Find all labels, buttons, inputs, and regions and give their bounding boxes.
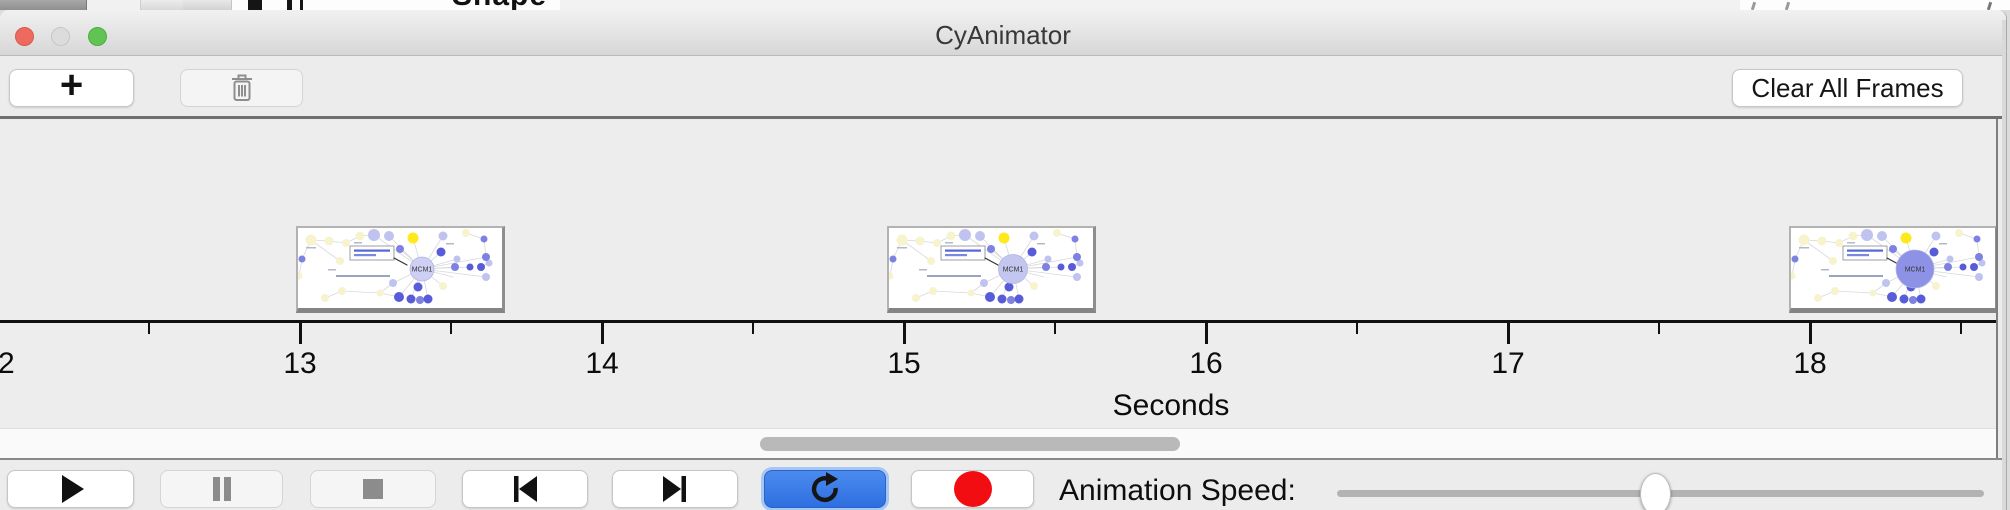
tooltip-box (940, 245, 999, 266)
tick-label: 17 (1491, 347, 1525, 380)
mcm1-node (409, 256, 435, 282)
background-mark (1750, 1, 1757, 10)
network-thumbnail-image: MCM1 (298, 229, 493, 304)
trash-icon (231, 74, 252, 101)
frame-thumbnail[interactable]: MCM1 (887, 226, 1096, 313)
tiny-text-smudges (1799, 242, 1947, 277)
thumb-network-group: MCM1 (1791, 229, 1986, 304)
tick-label: 16 (1189, 347, 1223, 380)
timeline-pane[interactable]: Seconds 12 13 14 15 16 17 18 (0, 119, 1998, 458)
network-nodes (1791, 229, 1986, 304)
network-thumbnail-image: MCM1 (1791, 229, 1986, 304)
animation-speed-slider-knob[interactable] (1639, 473, 1671, 510)
frame-toolbar: + Clear All Frames (0, 56, 2006, 116)
network-thumbnail-image: MCM1 (889, 229, 1084, 304)
plus-icon: + (59, 62, 84, 107)
background-icon-fragment (287, 0, 292, 10)
record-icon (953, 471, 992, 507)
background-tab-text: Shape (452, 0, 547, 10)
background-button-fragment (140, 0, 183, 10)
skip-to-start-button[interactable] (462, 470, 588, 508)
horizontal-scrollbar[interactable] (0, 428, 1996, 458)
mcm1-label: MCM1 (412, 267, 433, 274)
minor-tick (450, 323, 452, 334)
frame-thumbnail[interactable]: MCM1 (1789, 226, 1996, 313)
tooltip-box (1842, 245, 1901, 266)
timeline-pane-border (0, 116, 2006, 119)
major-tick (903, 323, 906, 344)
clear-all-frames-button[interactable]: Clear All Frames (1732, 69, 1963, 107)
play-icon (61, 475, 84, 503)
major-tick (1809, 323, 1812, 344)
minor-tick (1054, 323, 1056, 334)
controlbar-divider (0, 458, 2006, 460)
background-panel-fragment (0, 0, 87, 10)
background-area-fragment (560, 0, 1740, 10)
mcm1-label: MCM1 (1003, 267, 1024, 274)
titlebar[interactable]: CyAnimator (0, 10, 2006, 56)
thumb-network-group: MCM1 (298, 229, 493, 304)
tick-label: 12 (0, 347, 15, 381)
background-app-strip: Shape (0, 0, 2010, 10)
cyanimator-window: CyAnimator + Clear All Frames (0, 10, 2007, 510)
record-button[interactable] (911, 470, 1034, 508)
skip-to-end-icon (663, 476, 686, 502)
major-tick (1205, 323, 1208, 344)
skip-to-start-icon (514, 476, 537, 502)
major-tick (299, 323, 302, 344)
major-tick (601, 323, 604, 344)
tick-label: 14 (585, 347, 619, 380)
zoom-button[interactable] (88, 27, 107, 46)
stop-icon (363, 479, 383, 499)
playback-controlbar: Animation Speed: (0, 460, 2006, 510)
thumb-network-group: MCM1 (889, 229, 1084, 304)
minor-tick (1960, 323, 1962, 334)
tick-label: 13 (283, 347, 317, 380)
background-mark (1784, 1, 1791, 10)
network-nodes (889, 229, 1084, 304)
mcm1-label: MCM1 (1905, 267, 1926, 274)
loop-icon (811, 472, 838, 503)
network-nodes (298, 229, 493, 304)
minor-tick (148, 323, 150, 334)
minor-tick (1658, 323, 1660, 334)
minor-tick (752, 323, 754, 334)
background-icon-fragment (300, 0, 303, 10)
tick-label: 18 (1793, 347, 1827, 380)
tiny-text-smudges (306, 242, 454, 277)
loop-button[interactable] (764, 470, 886, 508)
background-mark (1986, 1, 1993, 10)
pause-button[interactable] (160, 470, 283, 508)
background-icon-fragment (248, 0, 262, 10)
minimize-button[interactable] (51, 27, 70, 46)
play-button[interactable] (7, 470, 134, 508)
window-edge (2002, 20, 2006, 510)
major-tick (1507, 323, 1510, 344)
window-title: CyAnimator (935, 20, 1071, 50)
timeline-axis (0, 320, 1996, 323)
background-button-fragment (183, 0, 232, 10)
tooltip-box (349, 245, 408, 266)
animation-speed-label: Animation Speed: (1059, 474, 1296, 507)
mcm1-node (998, 254, 1028, 284)
pause-icon (212, 477, 231, 501)
tick-label: 15 (887, 347, 921, 380)
frame-thumbnail[interactable]: MCM1 (296, 226, 505, 313)
delete-frame-button[interactable] (180, 69, 303, 107)
close-button[interactable] (15, 27, 34, 46)
minor-tick (1356, 323, 1358, 334)
axis-unit-label: Seconds (1112, 389, 1230, 422)
scrollbar-thumb[interactable] (760, 437, 1180, 451)
tiny-text-smudges (897, 242, 1045, 277)
add-frame-button[interactable]: + (9, 63, 134, 107)
mcm1-node (1895, 249, 1935, 289)
skip-to-end-button[interactable] (612, 470, 738, 508)
stop-button[interactable] (310, 470, 436, 508)
